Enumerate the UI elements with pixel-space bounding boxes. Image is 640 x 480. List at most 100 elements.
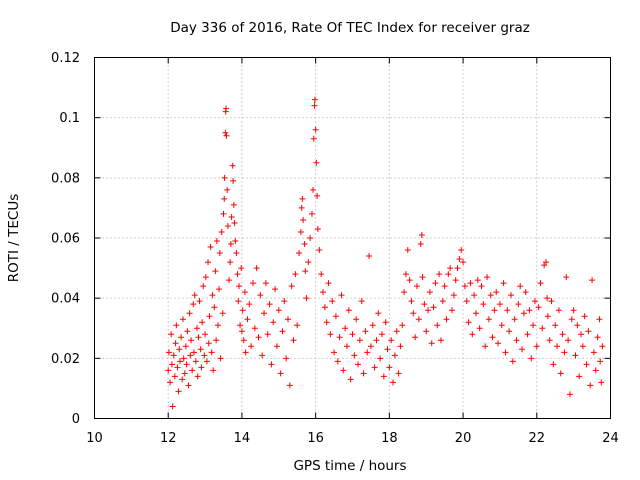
data-point	[581, 313, 588, 320]
data-point	[229, 162, 236, 169]
data-point	[554, 343, 561, 350]
data-point	[239, 307, 246, 314]
data-point	[583, 361, 590, 368]
data-point	[414, 283, 420, 290]
data-point	[193, 325, 200, 332]
data-point	[520, 310, 527, 317]
data-point	[524, 331, 531, 338]
y-tick-label: 0.04	[51, 292, 80, 307]
x-tick-label: 22	[529, 431, 546, 446]
data-point	[428, 340, 435, 347]
data-point	[565, 337, 572, 344]
data-point	[169, 403, 176, 410]
data-point	[249, 280, 256, 287]
data-point	[238, 328, 245, 335]
data-point	[415, 316, 422, 323]
data-point	[406, 277, 413, 284]
data-point	[513, 337, 520, 344]
data-point	[423, 328, 430, 335]
data-point	[305, 259, 312, 266]
data-point	[210, 367, 217, 374]
data-point	[421, 301, 428, 308]
axis-ticks	[94, 57, 611, 419]
data-point	[474, 277, 481, 284]
data-point	[320, 289, 327, 296]
data-point	[447, 265, 454, 272]
data-point	[576, 373, 583, 380]
data-point	[188, 337, 195, 344]
data-point	[216, 250, 223, 257]
data-point	[286, 382, 293, 389]
data-point	[355, 361, 362, 368]
data-point	[213, 337, 220, 344]
data-point	[445, 271, 452, 278]
data-point	[268, 361, 275, 368]
data-point	[574, 322, 581, 329]
data-point	[187, 352, 194, 359]
data-point	[531, 298, 538, 305]
data-point	[292, 271, 299, 278]
data-point	[443, 316, 450, 323]
data-point	[366, 253, 373, 260]
data-point	[351, 352, 358, 359]
data-point	[399, 322, 406, 329]
data-point	[221, 174, 228, 181]
data-point	[485, 316, 492, 323]
data-point	[230, 201, 237, 208]
data-point	[251, 325, 258, 332]
data-point	[347, 376, 354, 383]
data-point	[203, 358, 210, 365]
data-point	[311, 102, 318, 109]
data-point	[211, 304, 218, 311]
data-point	[439, 298, 446, 305]
data-point	[205, 340, 212, 347]
data-point	[167, 379, 174, 386]
data-point	[283, 355, 290, 362]
data-point	[401, 289, 408, 296]
data-point	[526, 307, 533, 314]
data-point	[496, 301, 503, 308]
data-point	[301, 241, 308, 248]
data-point	[502, 349, 509, 356]
data-point	[165, 367, 172, 374]
data-point	[316, 247, 323, 254]
data-point	[168, 361, 175, 368]
data-point	[500, 280, 507, 287]
data-point	[194, 373, 201, 380]
data-point	[329, 298, 336, 305]
data-point	[343, 343, 350, 350]
data-point	[302, 268, 309, 275]
y-tick-label: 0.12	[51, 51, 80, 66]
data-point	[223, 105, 230, 112]
data-point	[227, 259, 234, 266]
data-point	[201, 352, 208, 359]
data-point	[408, 298, 415, 305]
data-point	[587, 382, 594, 389]
data-point	[230, 177, 237, 184]
data-point	[209, 292, 216, 299]
data-point	[450, 292, 457, 299]
data-point	[467, 280, 474, 287]
data-point	[544, 295, 551, 302]
data-point	[395, 370, 402, 377]
data-point	[308, 210, 315, 217]
data-point	[233, 250, 240, 257]
data-point	[190, 301, 197, 308]
data-point	[356, 337, 363, 344]
data-point	[519, 346, 526, 353]
data-point	[262, 280, 269, 287]
data-point	[434, 322, 441, 329]
data-point	[533, 343, 540, 350]
data-point	[456, 256, 463, 263]
data-point	[207, 244, 214, 251]
data-point	[418, 231, 425, 238]
data-point	[327, 331, 334, 338]
data-point	[261, 310, 268, 317]
data-point	[557, 370, 564, 377]
data-point	[170, 352, 177, 359]
y-tick-label: 0.1	[59, 111, 80, 126]
data-point	[277, 370, 284, 377]
data-point	[373, 337, 380, 344]
data-point	[425, 307, 432, 314]
data-point	[432, 280, 439, 287]
